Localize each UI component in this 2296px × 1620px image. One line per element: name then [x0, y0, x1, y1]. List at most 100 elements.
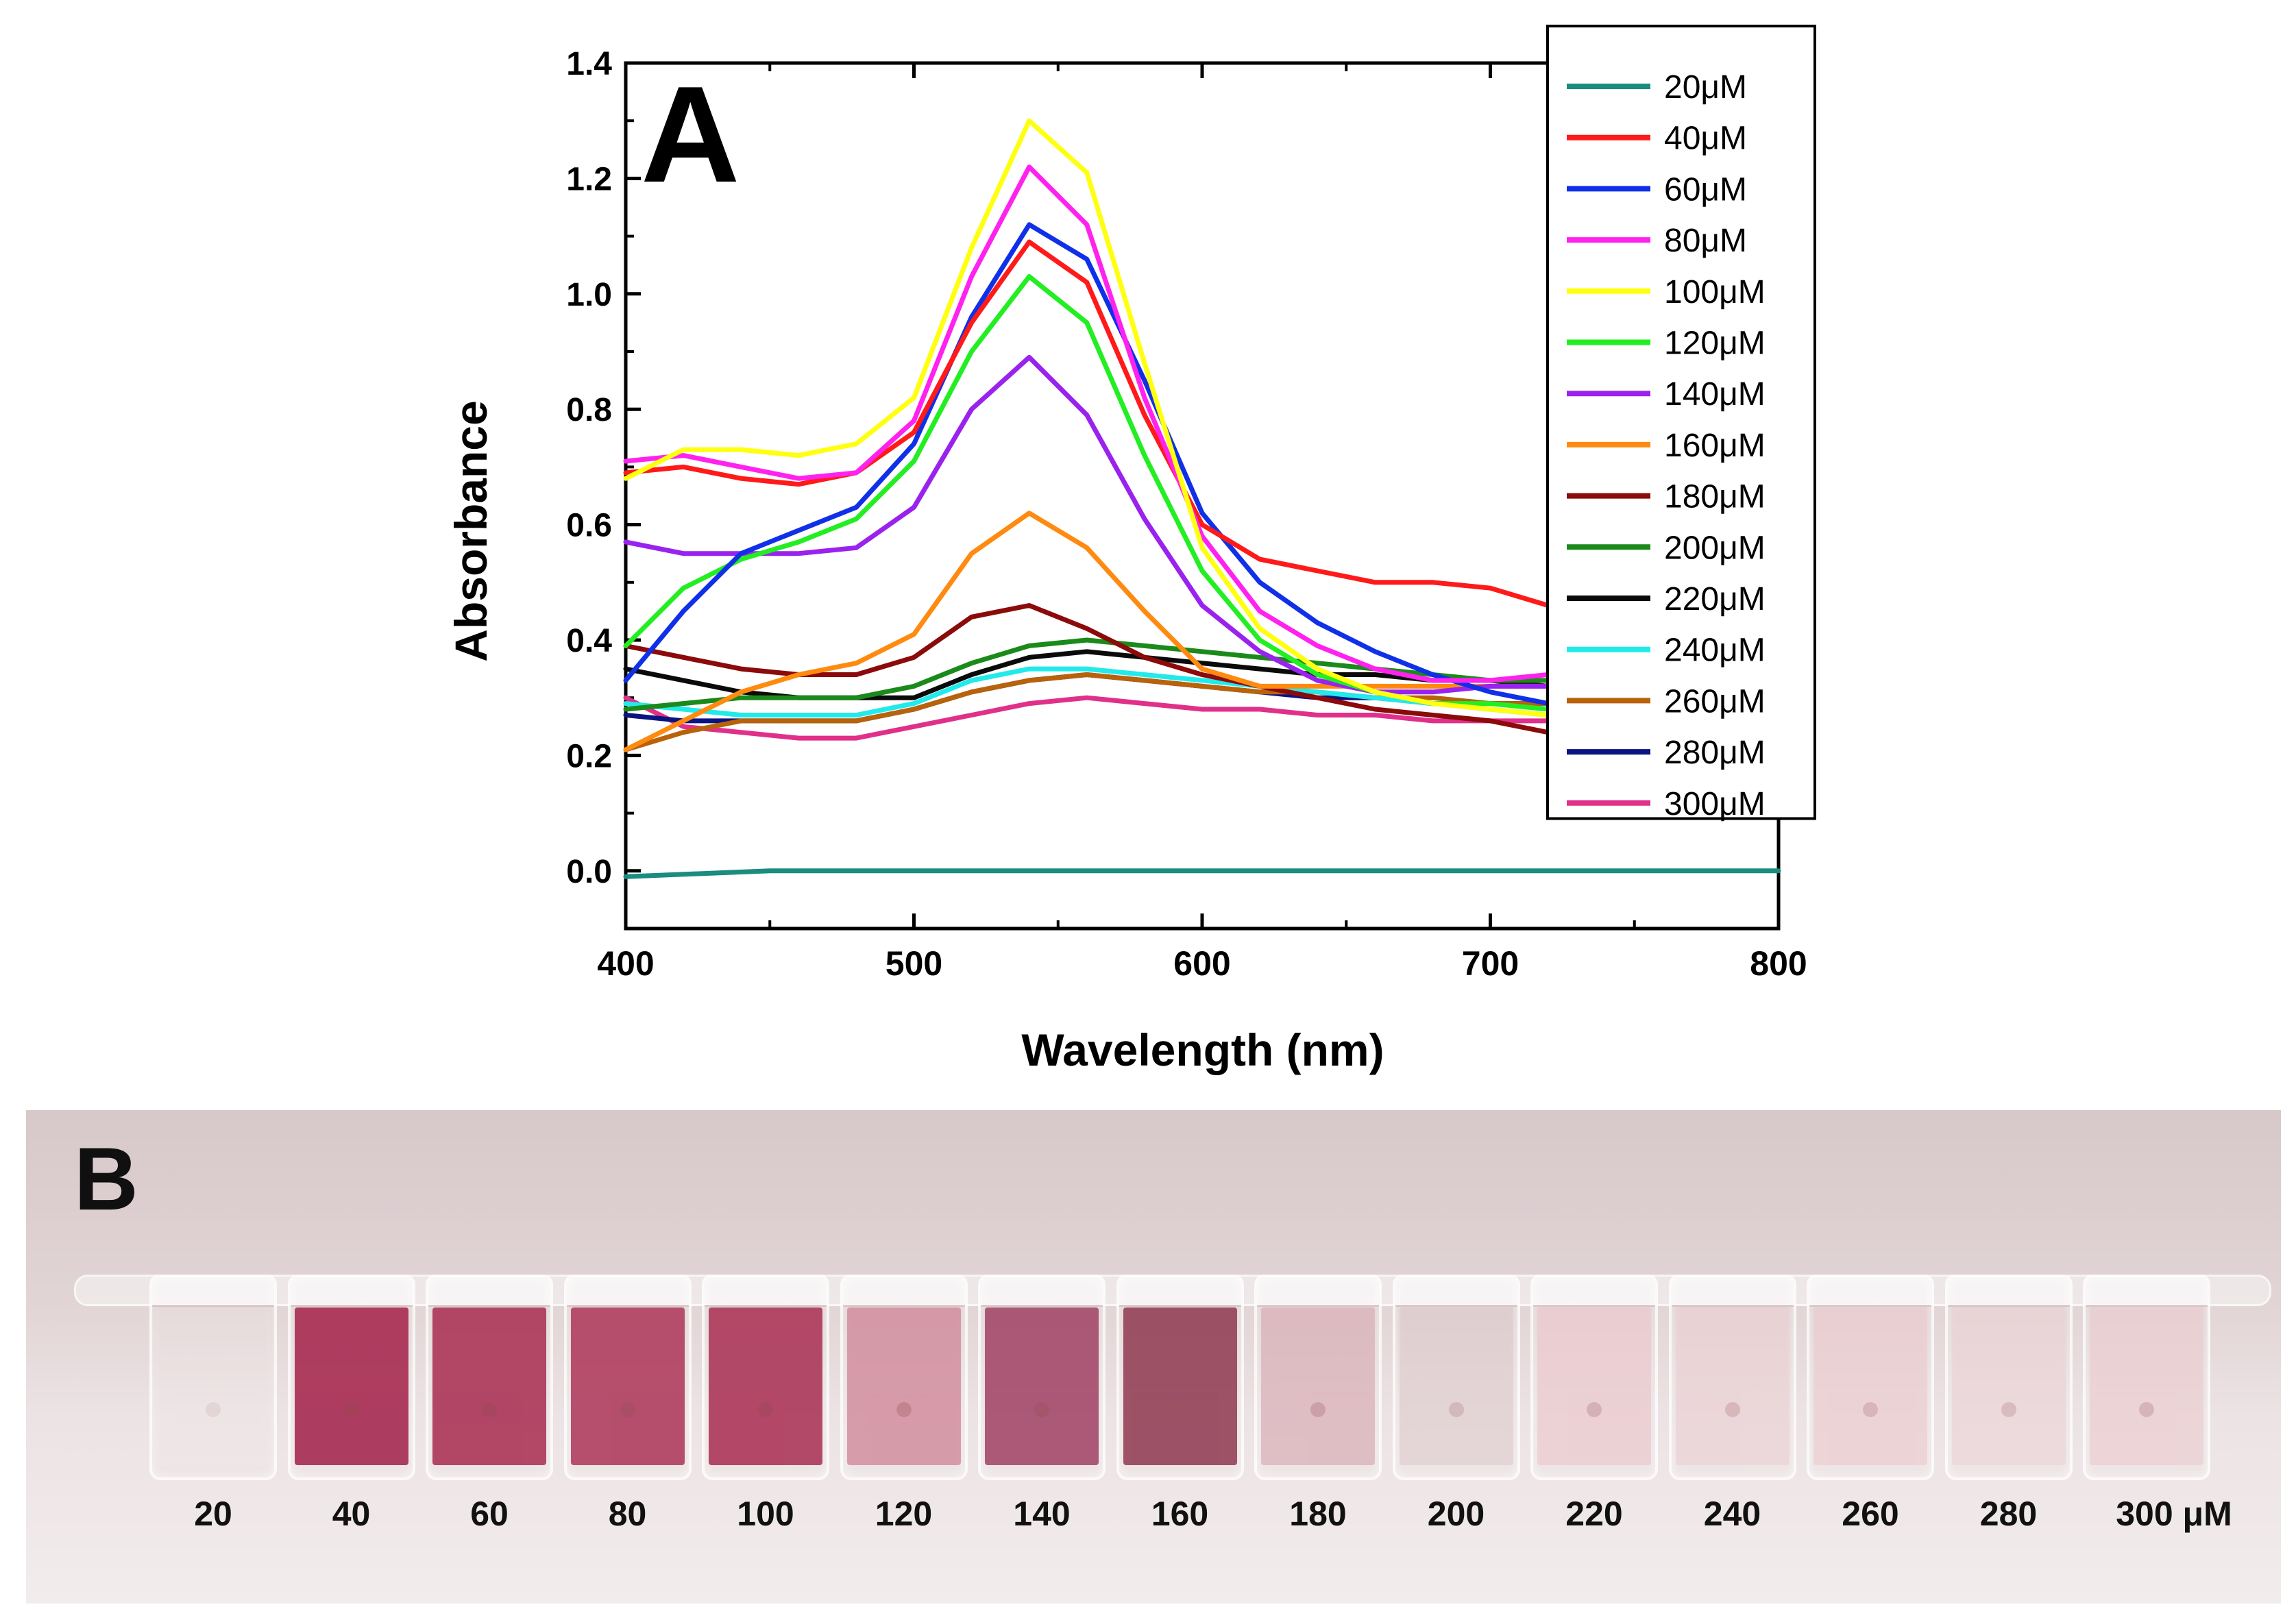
y-tick-label: 0.6	[566, 508, 612, 544]
y-tick-label: 1.2	[566, 161, 612, 197]
vial-spot	[206, 1402, 221, 1417]
vial-rim	[428, 1277, 550, 1307]
y-axis-label: Absorbance	[445, 400, 496, 661]
x-tick-label: 800	[1750, 944, 1807, 983]
vial-spot	[1724, 1402, 1740, 1417]
vial-spot	[2139, 1402, 2154, 1417]
absorbance-chart: A 400 500 600 700 800 0.0 0.2 0.4 0.6 0.8 1.0 1.2 1.…	[445, 25, 1816, 1075]
legend-entry-label: 180μM	[1664, 479, 1766, 515]
vial-rim	[2086, 1277, 2208, 1307]
vial-label: 40	[332, 1495, 371, 1533]
vial-label: 200	[1427, 1495, 1485, 1533]
legend-entry-label: 60μM	[1664, 171, 1747, 208]
panel-a-label: A	[641, 58, 740, 211]
legend-entry-label: 140μM	[1664, 376, 1766, 413]
vial	[1530, 1275, 1658, 1480]
vial	[1944, 1275, 2073, 1480]
legend-entry-label: 80μM	[1664, 223, 1747, 259]
vial	[149, 1275, 277, 1480]
vial-solution	[1261, 1308, 1375, 1465]
vial-label: 260	[1842, 1495, 1899, 1533]
series-line-140uM	[623, 354, 1609, 695]
legend-entry-label: 240μM	[1664, 633, 1766, 669]
legend-entry-label: 120μM	[1664, 326, 1766, 362]
series-line-260uM	[623, 672, 1609, 752]
vial-rim	[1257, 1277, 1379, 1307]
vial-solution	[156, 1308, 270, 1465]
vial	[1668, 1275, 1796, 1480]
vial-solution	[2090, 1308, 2203, 1465]
x-tick-label: 700	[1462, 944, 1519, 983]
vial-spot	[482, 1402, 497, 1417]
vial-label: 80	[608, 1495, 647, 1533]
vial-rim	[1671, 1277, 1794, 1307]
vial-rim	[290, 1277, 413, 1307]
vial-spot	[1172, 1402, 1188, 1417]
vial-photo: B 20 40 60 80 100 120 140 160 180 200 220 240 260 280…	[26, 1110, 2281, 1604]
legend-entry-label: 200μM	[1664, 530, 1766, 566]
y-tick-label: 1.4	[566, 46, 612, 82]
series-line-100uM	[623, 118, 1609, 717]
vial-solution	[1675, 1308, 1790, 1465]
y-tick-label: 0.0	[566, 854, 612, 890]
vial-rim	[705, 1277, 827, 1307]
vial	[1254, 1275, 1382, 1480]
vial-label: 240	[1703, 1495, 1761, 1533]
y-tick-label: 0.4	[566, 623, 612, 659]
vial-rim	[842, 1277, 965, 1307]
vial-spot	[1034, 1402, 1049, 1417]
vial-spot	[343, 1402, 359, 1417]
vial-rim	[152, 1277, 274, 1307]
series-line-60uM	[623, 222, 1609, 712]
vial-label: 220	[1565, 1495, 1623, 1533]
vial-solution	[846, 1308, 961, 1465]
vial-spot	[1310, 1402, 1326, 1417]
vial-solution	[1123, 1308, 1237, 1465]
vial-spot	[1863, 1402, 1878, 1417]
x-tick-label: 500	[886, 944, 942, 983]
y-tick-label: 0.2	[566, 738, 612, 774]
vial	[563, 1275, 692, 1480]
vial-solution	[1951, 1308, 2066, 1465]
legend-entry-label: 20μM	[1664, 69, 1747, 106]
x-tick-label: 600	[1173, 944, 1230, 983]
legend-box	[1546, 25, 1816, 820]
series-layer	[623, 118, 1781, 879]
legend-entry-label: 300μM	[1664, 786, 1766, 822]
series-line-40uM	[623, 239, 1609, 619]
vial-spot	[1587, 1402, 1602, 1417]
vial	[1807, 1275, 1934, 1480]
vial-solution	[570, 1308, 685, 1465]
vial	[2083, 1275, 2210, 1480]
vial	[978, 1275, 1106, 1480]
x-tick-label: 400	[597, 944, 654, 983]
legend-entry-label: 40μM	[1664, 121, 1747, 157]
vial-solution	[432, 1308, 546, 1465]
vial-label: 160	[1151, 1495, 1209, 1533]
vial-solution	[709, 1308, 822, 1465]
vial-rim	[1947, 1277, 2070, 1307]
vial	[287, 1275, 415, 1480]
vial-spot	[2001, 1402, 2016, 1417]
series-line-300uM	[623, 695, 1609, 741]
vial-label: 100	[737, 1495, 794, 1533]
vial	[426, 1275, 553, 1480]
y-tick-label: 0.8	[566, 392, 612, 428]
vial-label: 60	[470, 1495, 509, 1533]
x-axis-label: Wavelength (nm)	[1021, 1024, 1384, 1075]
vial-solution	[1399, 1308, 1513, 1465]
legend-entry-label: 160μM	[1664, 428, 1766, 464]
series-line-80uM	[623, 164, 1609, 683]
vial-rim	[1533, 1277, 1655, 1307]
legend-entry-label: 100μM	[1664, 274, 1766, 310]
series-line-160uM	[623, 511, 1609, 752]
series-line-180uM	[623, 603, 1609, 741]
vial-label: 180	[1289, 1495, 1347, 1533]
vial	[840, 1275, 968, 1480]
vial-solution	[985, 1308, 1099, 1465]
vial	[702, 1275, 829, 1480]
vial-rim	[1395, 1277, 1517, 1307]
vial-label: 140	[1013, 1495, 1071, 1533]
vial-rim	[1809, 1277, 1931, 1307]
vial-spot	[896, 1402, 912, 1417]
